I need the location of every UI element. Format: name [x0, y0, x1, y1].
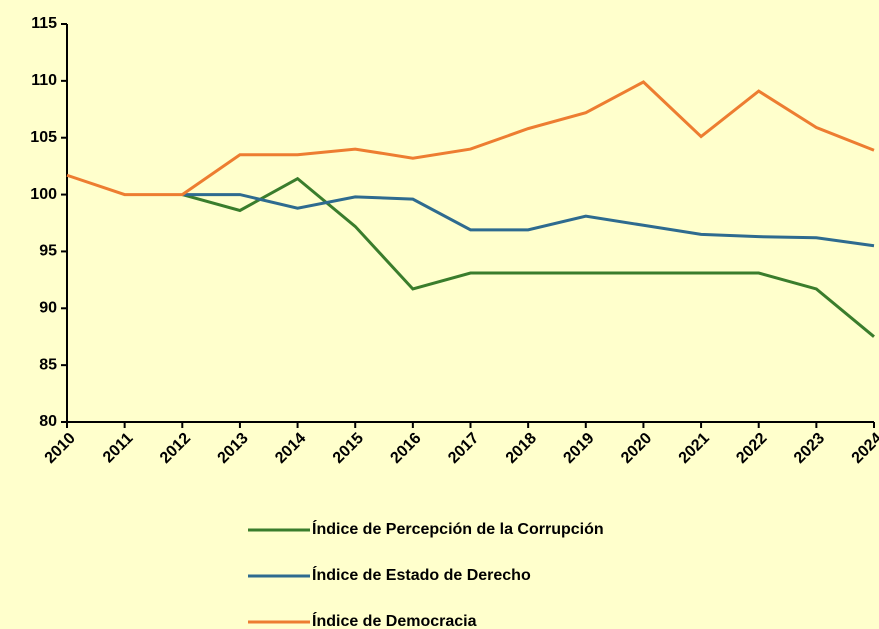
x-tick-label: 2011 — [100, 430, 137, 467]
y-tick-label: 105 — [30, 129, 57, 146]
legend-label: Índice de Percepción de la Corrupción — [312, 519, 604, 538]
x-tick-label: 2024 — [849, 430, 879, 467]
y-tick-label: 110 — [31, 72, 57, 89]
x-tick-label: 2013 — [215, 430, 252, 467]
y-tick-label: 100 — [30, 186, 57, 203]
x-tick-label: 2021 — [676, 430, 713, 467]
x-tick-label: 2020 — [618, 430, 655, 467]
series-line — [182, 193, 875, 248]
x-tick-label: 2023 — [791, 430, 828, 467]
x-tick-label: 2018 — [503, 430, 540, 467]
legend-label: Índice de Estado de Derecho — [312, 565, 531, 584]
x-tick-label: 2015 — [330, 430, 367, 467]
x-tick-label: 2012 — [157, 430, 194, 467]
series-line — [181, 176, 875, 338]
x-tick-label: 2010 — [42, 430, 79, 467]
x-tick-label: 2016 — [387, 430, 424, 467]
legend-label: Índice de Democracia — [312, 611, 477, 629]
y-tick-label: 80 — [39, 413, 57, 430]
x-tick-label: 2019 — [560, 430, 597, 467]
y-tick-label: 115 — [31, 15, 57, 32]
x-tick-label: 2014 — [272, 430, 309, 467]
x-tick-label: 2017 — [445, 430, 482, 467]
y-tick-label: 95 — [39, 243, 57, 260]
series-line — [66, 80, 875, 197]
y-tick-label: 90 — [39, 300, 57, 317]
y-tick-label: 85 — [39, 356, 57, 373]
x-tick-label: 2022 — [733, 430, 770, 467]
